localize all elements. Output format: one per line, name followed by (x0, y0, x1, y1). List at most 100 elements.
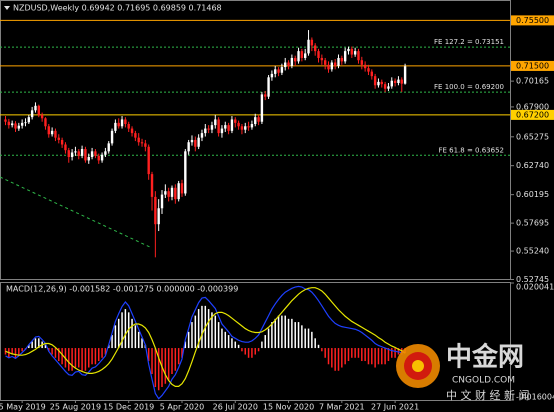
macd-histogram-bar (307, 328, 310, 349)
macd-histogram-bar (331, 348, 333, 368)
macd-histogram-bar (124, 309, 127, 349)
candle-body (84, 149, 87, 161)
macd-histogram-bar (337, 348, 340, 371)
candle-body (323, 60, 327, 65)
candle-body (300, 51, 304, 58)
macd-histogram-bar (61, 348, 63, 365)
candle-body (100, 154, 104, 161)
candle-body (304, 53, 307, 58)
macd-panel-frame (0, 282, 511, 401)
macd-histogram-bar (297, 322, 300, 349)
candle-body (110, 130, 114, 144)
macd-histogram-bar (97, 348, 100, 362)
macd-histogram-bar (294, 322, 296, 349)
candle-body (184, 151, 187, 194)
macd-histogram-bar (187, 331, 190, 349)
macd-histogram-bar (334, 348, 336, 371)
y-tick-label: 0.020041 (516, 283, 554, 292)
candle-body (397, 79, 400, 84)
fibo-label: FE 61.8 = 0.63652 (438, 146, 504, 154)
y-tick-label: 0.62740 (516, 161, 549, 170)
candle-body (217, 119, 220, 134)
main-panel-frame (0, 0, 511, 280)
macd-histogram-bar (117, 318, 120, 349)
macd-histogram-bar (114, 325, 117, 349)
candle-body (237, 122, 240, 127)
macd-histogram-bar (271, 322, 273, 349)
macd-histogram-bar (224, 331, 227, 349)
candle-body (207, 128, 210, 130)
candle-body (204, 128, 207, 134)
macd-histogram-bar (11, 348, 13, 355)
macd-histogram-bar (194, 315, 197, 349)
macd-histogram-bar (274, 318, 276, 349)
candle-body (40, 114, 44, 119)
candle-body (383, 84, 387, 89)
macd-histogram-bar (357, 348, 360, 358)
macd-histogram-bar (147, 348, 150, 362)
candle-body (20, 122, 24, 126)
macd-histogram-bar (391, 348, 393, 358)
macd-histogram-bar (211, 312, 213, 349)
macd-histogram-bar (367, 348, 370, 365)
candle-body (14, 123, 17, 129)
candle-body (94, 151, 97, 156)
candle-body (377, 81, 380, 86)
candle-body (387, 86, 390, 89)
candle-body (157, 208, 160, 225)
macd-histogram-bar (38, 338, 40, 349)
macd-histogram-bar (301, 325, 303, 349)
watermark-site: CNGOLD.COM (452, 376, 515, 386)
macd-histogram-bar (4, 348, 7, 355)
macd-histogram-bar (371, 348, 373, 365)
candle-body (317, 51, 320, 58)
candle-body (347, 48, 350, 52)
candle-body (90, 151, 94, 158)
candle-body (67, 150, 70, 158)
candle-body (224, 125, 227, 129)
x-tick-label: 27 Jun 2021 (371, 403, 419, 412)
level-label: 0.75500 (516, 16, 549, 25)
candle-body (280, 67, 284, 73)
fibo-label: FE 127.2 = 0.73151 (434, 38, 504, 46)
macd-histogram-bar (151, 348, 153, 375)
x-tick-label: 5 Apr 2020 (160, 403, 204, 412)
macd-histogram-bar (311, 331, 313, 349)
candle-body (274, 69, 277, 74)
candle-body (357, 51, 360, 61)
candle-body (64, 144, 67, 151)
candle-body (144, 143, 147, 147)
candle-body (320, 57, 324, 61)
candle-body (230, 119, 234, 131)
macd-line (5, 285, 406, 400)
macd-histogram-bar (344, 348, 346, 365)
candle-body (180, 183, 184, 194)
macd-histogram-bar (291, 318, 293, 349)
macd-histogram-bar (394, 348, 396, 358)
macd-histogram-bar (317, 344, 320, 349)
candle-body (134, 133, 137, 138)
macd-histogram-bar (277, 315, 280, 349)
candle-body (284, 62, 287, 68)
macd-histogram-bar (201, 305, 203, 349)
macd-histogram-bar (244, 348, 247, 355)
candle-body (244, 126, 247, 130)
candle-body (373, 76, 377, 86)
candle-body (333, 62, 337, 66)
candle-body (350, 48, 354, 55)
level-label-box (511, 15, 554, 26)
candle-body (267, 77, 270, 97)
candle-body (10, 123, 14, 126)
macd-histogram-bar (18, 348, 20, 355)
candle-body (360, 60, 364, 65)
candle-body (250, 124, 254, 128)
y-tick-label: 0.55240 (516, 247, 549, 256)
macd-histogram-bar (71, 348, 73, 371)
macd-histogram-bar (84, 348, 87, 371)
candle-body (307, 39, 310, 54)
macd-histogram-bar (217, 322, 220, 349)
macd-histogram-bar (247, 348, 250, 358)
